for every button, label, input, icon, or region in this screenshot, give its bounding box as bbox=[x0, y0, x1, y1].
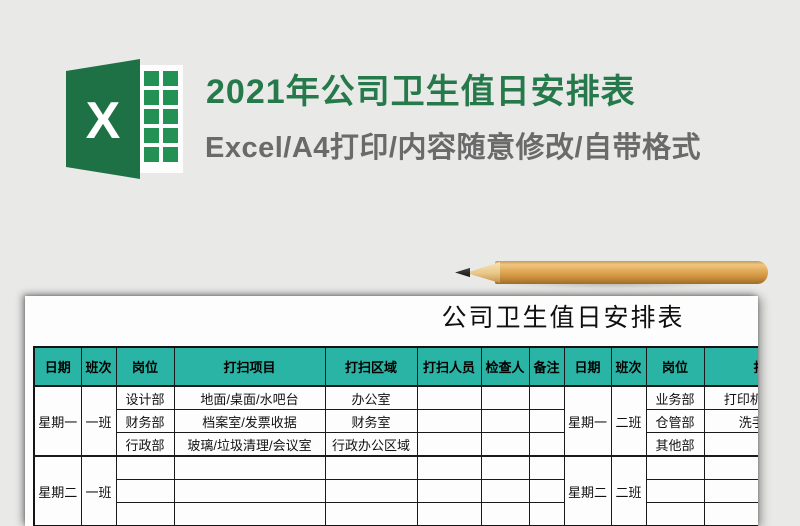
shift-cell: 二班 bbox=[610, 455, 647, 526]
excel-logo-icon: X bbox=[66, 59, 183, 179]
items-cell bbox=[173, 479, 326, 503]
sheet-title: 公司卫生值日安排表 bbox=[441, 305, 685, 332]
dept-cell: 设计部 bbox=[115, 385, 175, 410]
items-cell: 玻璃/垃圾清理/会议室 bbox=[173, 432, 326, 457]
column-header: 岗位 bbox=[645, 346, 705, 387]
dept-cell bbox=[645, 479, 705, 503]
cleaner-cell bbox=[416, 409, 482, 433]
dept-cell: 仓管部 bbox=[645, 409, 705, 433]
note-cell bbox=[528, 502, 565, 526]
date-cell: 星期二 bbox=[563, 455, 612, 526]
items-cell bbox=[703, 432, 758, 457]
area-cell bbox=[324, 502, 418, 526]
banner-subtitle: Excel/A4打印/内容随意修改/自带格式 bbox=[205, 132, 702, 164]
items-cell: 档案室/发票收据 bbox=[173, 409, 326, 433]
dept-cell: 行政部 bbox=[115, 432, 175, 457]
note-cell bbox=[528, 385, 565, 410]
column-header: 打扫项目 bbox=[703, 346, 758, 387]
dept-cell: 财务部 bbox=[115, 409, 175, 433]
cleaner-cell bbox=[416, 502, 482, 526]
items-cell: 地面/桌面/水吧台 bbox=[173, 385, 326, 410]
dept-cell bbox=[115, 479, 175, 503]
date-cell: 星期二 bbox=[33, 455, 82, 526]
column-header: 打扫区域 bbox=[324, 346, 418, 387]
sheet-inner: 公司卫生值日安排表 日期 班次 岗位 打扫项目 打扫区域 打扫人员 检查人 备注… bbox=[25, 303, 758, 526]
items-cell: 打印机/冰箱/饮水机 bbox=[703, 385, 758, 410]
items-cell bbox=[703, 455, 758, 480]
shift-cell: 一班 bbox=[80, 455, 117, 526]
inspector-cell bbox=[480, 455, 530, 480]
cleaner-cell bbox=[416, 479, 482, 503]
dept-cell bbox=[115, 455, 175, 480]
items-cell: 洗手间/茶水间 bbox=[703, 409, 758, 433]
note-cell bbox=[528, 409, 565, 433]
area-cell: 行政办公区域 bbox=[324, 432, 418, 457]
date-cell: 星期一 bbox=[33, 385, 82, 457]
cleaner-cell bbox=[416, 455, 482, 480]
promo-banner: X 2021年公司卫生值日安排表 Excel/A4打印/内容随意修改/自带格式 bbox=[0, 0, 800, 230]
inspector-cell bbox=[480, 502, 530, 526]
date-cell: 星期一 bbox=[563, 385, 612, 457]
table-row: 财务部 档案室/发票收据 财务室 仓管部 洗手间/茶水间 bbox=[34, 409, 758, 433]
inspector-cell bbox=[480, 479, 530, 503]
table-row bbox=[34, 479, 758, 503]
column-header: 打扫项目 bbox=[173, 346, 326, 387]
table-row: 星期二 一班 星期二 二班 bbox=[33, 455, 758, 526]
table-row: 星期一 一班 设计部 地面/桌面/水吧台 办公室 星期一 二班 业务部 打印机/… bbox=[33, 385, 758, 457]
area-cell bbox=[324, 479, 418, 503]
dept-cell bbox=[645, 502, 705, 526]
column-header: 日期 bbox=[563, 346, 612, 387]
column-header: 打扫人员 bbox=[416, 346, 482, 387]
column-header: 班次 bbox=[80, 346, 117, 387]
column-header: 班次 bbox=[610, 346, 647, 387]
note-cell bbox=[528, 432, 565, 457]
column-header: 备注 bbox=[528, 346, 565, 387]
shift-cell: 一班 bbox=[80, 385, 117, 457]
column-header: 检查人 bbox=[480, 346, 530, 387]
cleaner-cell bbox=[416, 385, 482, 410]
spreadsheet-preview-paper: 公司卫生值日安排表 日期 班次 岗位 打扫项目 打扫区域 打扫人员 检查人 备注… bbox=[25, 296, 758, 526]
column-header: 日期 bbox=[33, 346, 82, 387]
inspector-cell bbox=[480, 432, 530, 457]
items-cell bbox=[703, 479, 758, 503]
area-cell bbox=[324, 455, 418, 480]
cleaner-cell bbox=[416, 432, 482, 457]
column-header: 岗位 bbox=[115, 346, 175, 387]
items-cell bbox=[703, 502, 758, 526]
table-row: 行政部 玻璃/垃圾清理/会议室 行政办公区域 其他部 bbox=[34, 432, 758, 457]
area-cell: 办公室 bbox=[324, 385, 418, 410]
header-row: 日期 班次 岗位 打扫项目 打扫区域 打扫人员 检查人 备注 日期 班次 岗位 … bbox=[33, 346, 758, 387]
items-cell bbox=[173, 502, 326, 526]
pencil-body bbox=[495, 261, 768, 284]
dept-cell: 其他部 bbox=[645, 432, 705, 457]
excel-cover bbox=[66, 59, 140, 179]
dept-cell bbox=[115, 502, 175, 526]
pencil-image bbox=[450, 252, 780, 292]
shift-cell: 二班 bbox=[610, 385, 647, 457]
dept-cell bbox=[645, 455, 705, 480]
inspector-cell bbox=[480, 409, 530, 433]
excel-x-letter: X bbox=[86, 92, 121, 150]
note-cell bbox=[528, 479, 565, 503]
dept-cell: 业务部 bbox=[645, 385, 705, 410]
area-cell: 财务室 bbox=[324, 409, 418, 433]
banner-title: 2021年公司卫生值日安排表 bbox=[206, 73, 636, 111]
items-cell bbox=[173, 455, 326, 480]
note-cell bbox=[528, 455, 565, 480]
pencil-graphite-tip bbox=[455, 267, 470, 278]
duty-schedule-table: 日期 班次 岗位 打扫项目 打扫区域 打扫人员 检查人 备注 日期 班次 岗位 … bbox=[33, 346, 758, 526]
table-row bbox=[34, 502, 758, 526]
inspector-cell bbox=[480, 385, 530, 410]
